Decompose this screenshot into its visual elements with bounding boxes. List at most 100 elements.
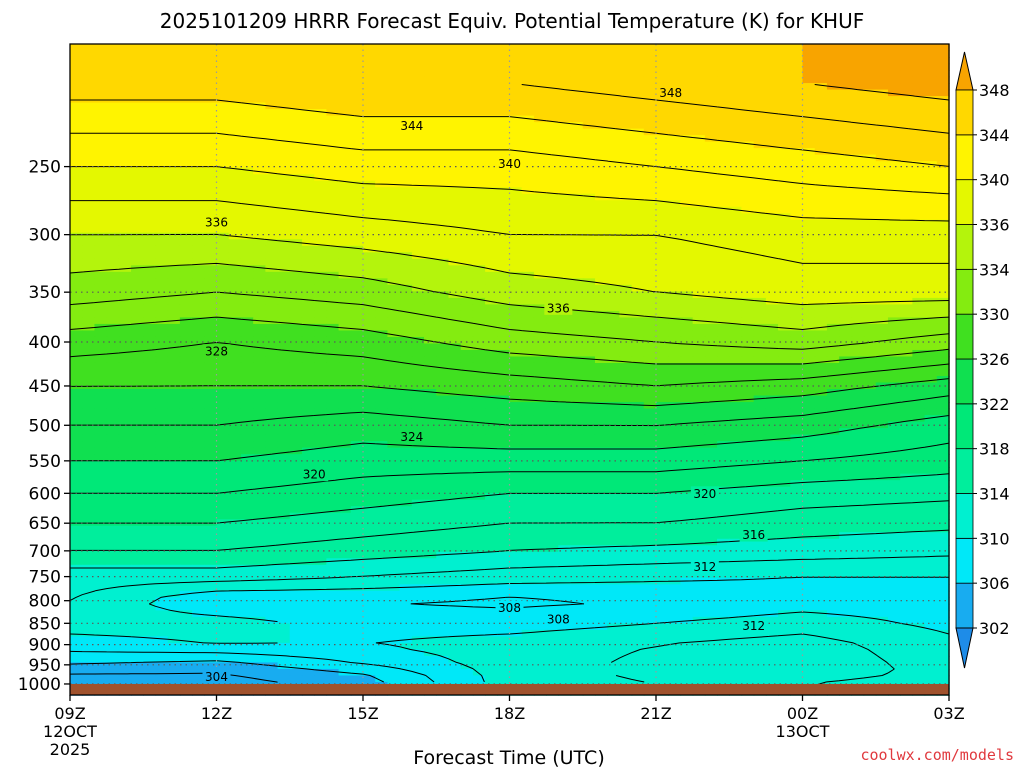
- field-cell: [765, 128, 779, 136]
- field-cell: [619, 304, 633, 312]
- field-cell: [314, 258, 328, 267]
- field-cell: [765, 473, 779, 481]
- field-cell: [82, 415, 96, 423]
- field-cell: [582, 252, 596, 260]
- field-cell: [851, 278, 865, 286]
- field-cell: [265, 83, 279, 91]
- field-cell: [253, 304, 267, 312]
- field-cell: [338, 343, 352, 351]
- field-cell: [411, 232, 425, 240]
- field-cell: [436, 206, 450, 214]
- field-cell: [350, 434, 364, 442]
- field-cell: [448, 232, 462, 240]
- field-cell: [387, 96, 401, 104]
- field-cell: [936, 258, 950, 267]
- field-cell: [631, 193, 645, 201]
- field-cell: [863, 343, 877, 351]
- field-cell: [924, 102, 938, 110]
- field-cell: [82, 454, 96, 462]
- field-cell: [533, 96, 547, 104]
- field-cell: [497, 239, 511, 247]
- field-cell: [765, 330, 779, 338]
- field-cell: [912, 128, 926, 136]
- field-cell: [521, 128, 535, 136]
- field-cell: [314, 434, 328, 442]
- field-cell: [460, 447, 474, 455]
- field-cell: [778, 122, 791, 130]
- field-cell: [875, 239, 889, 247]
- field-cell: [70, 76, 83, 84]
- field-cell: [704, 271, 718, 280]
- field-cell: [924, 219, 938, 227]
- field-cell: [131, 317, 144, 325]
- field-cell: [875, 213, 889, 221]
- field-cell: [546, 213, 560, 221]
- field-cell: [106, 167, 120, 175]
- field-cell: [472, 441, 486, 449]
- field-cell: [375, 219, 389, 227]
- field-cell: [118, 141, 132, 149]
- field-cell: [851, 102, 865, 110]
- field-cell: [509, 180, 523, 188]
- field-cell: [936, 187, 950, 195]
- field-cell: [680, 310, 694, 319]
- field-cell: [70, 265, 83, 273]
- field-cell: [839, 213, 853, 221]
- field-cell: [314, 376, 328, 384]
- field-cell: [546, 330, 560, 338]
- field-cell: [131, 434, 144, 442]
- field-cell: [82, 180, 96, 188]
- field-cell: [814, 258, 828, 267]
- field-cell: [314, 76, 328, 84]
- field-cell: [82, 284, 96, 293]
- field-cell: [619, 193, 633, 201]
- field-cell: [106, 128, 120, 136]
- field-cell: [558, 96, 572, 104]
- field-cell: [82, 57, 96, 65]
- field-cell: [729, 206, 743, 214]
- field-cell: [619, 213, 633, 221]
- field-cell: [314, 460, 328, 468]
- field-cell: [399, 408, 413, 416]
- field-cell: [216, 330, 230, 338]
- field-cell: [802, 323, 816, 332]
- field-cell: [472, 239, 486, 247]
- field-cell: [204, 239, 218, 247]
- field-cell: [167, 434, 181, 442]
- field-cell: [131, 297, 144, 306]
- field-cell: [399, 493, 413, 501]
- field-cell: [240, 284, 254, 293]
- field-cell: [192, 148, 205, 156]
- field-cell: [509, 167, 523, 175]
- field-cell: [363, 493, 376, 501]
- field-cell: [70, 434, 83, 442]
- field-cell: [704, 89, 718, 97]
- field-cell: [558, 154, 572, 162]
- field-cell: [875, 57, 889, 65]
- field-cell: [363, 141, 376, 149]
- field-cell: [839, 480, 853, 488]
- field-cell: [228, 415, 242, 423]
- field-cell: [814, 193, 828, 201]
- field-cell: [900, 376, 914, 384]
- field-cell: [717, 252, 730, 260]
- field-cell: [131, 349, 144, 358]
- field-cell: [82, 265, 96, 273]
- field-cell: [546, 362, 560, 371]
- field-cell: [277, 174, 291, 182]
- field-cell: [485, 252, 498, 260]
- field-cell: [155, 57, 169, 65]
- field-cell: [411, 421, 425, 429]
- field-cell: [643, 473, 657, 481]
- field-cell: [887, 284, 901, 293]
- field-cell: [826, 330, 840, 338]
- field-cell: [826, 148, 840, 156]
- field-cell: [765, 395, 779, 403]
- field-cell: [863, 44, 877, 52]
- field-cell: [814, 265, 828, 273]
- field-cell: [155, 83, 169, 91]
- field-cell: [411, 271, 425, 280]
- field-cell: [875, 193, 889, 201]
- field-cell: [216, 258, 230, 267]
- field-cell: [900, 408, 914, 416]
